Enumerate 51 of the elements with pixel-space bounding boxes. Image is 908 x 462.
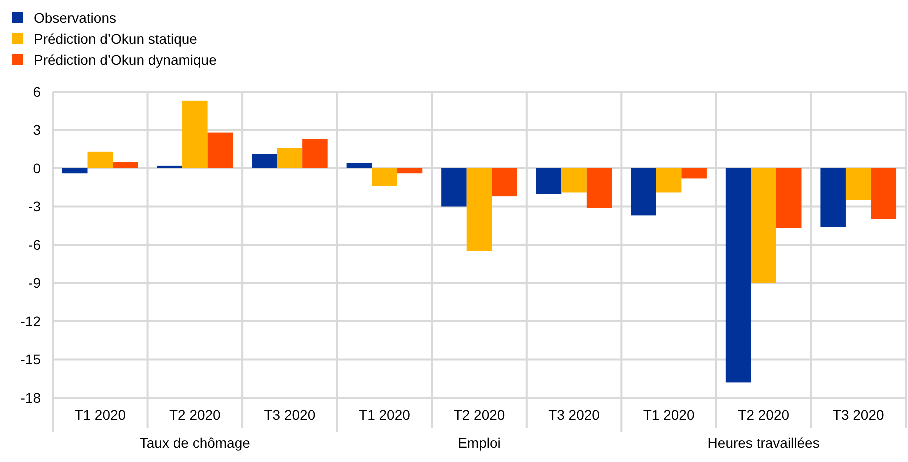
y-tick-label: -9 bbox=[28, 275, 42, 292]
y-tick-label: -15 bbox=[20, 352, 42, 368]
bar bbox=[776, 168, 802, 228]
bar bbox=[113, 162, 138, 168]
x-tick-label: T1 2020 bbox=[74, 407, 126, 423]
bar bbox=[631, 168, 656, 216]
bar bbox=[656, 168, 682, 193]
bar bbox=[466, 168, 492, 252]
y-tick-label: -6 bbox=[28, 236, 42, 253]
x-tick-label: T2 2020 bbox=[738, 407, 790, 423]
x-tick-label: T3 2020 bbox=[264, 407, 316, 423]
bar bbox=[682, 168, 707, 179]
bar bbox=[846, 168, 872, 200]
y-tick-label: -12 bbox=[20, 313, 42, 330]
legend-label: Observations bbox=[34, 10, 116, 26]
legend-label: Prédiction d’Okun statique bbox=[34, 30, 198, 47]
x-tick-label: T3 2020 bbox=[832, 407, 885, 423]
bar bbox=[208, 132, 234, 168]
y-tick-label: 6 bbox=[33, 84, 42, 100]
bar bbox=[88, 152, 114, 168]
x-tick-label: T3 2020 bbox=[548, 407, 600, 423]
bar bbox=[871, 168, 897, 220]
bar bbox=[252, 154, 278, 168]
bar bbox=[751, 168, 776, 284]
bar bbox=[157, 166, 183, 168]
x-tick-label: T1 2020 bbox=[643, 407, 695, 423]
bar bbox=[397, 168, 423, 174]
bar bbox=[726, 168, 752, 383]
bar bbox=[372, 168, 398, 186]
bar bbox=[62, 168, 88, 174]
y-tick-label: 0 bbox=[33, 160, 42, 176]
bar bbox=[586, 168, 612, 208]
bar bbox=[492, 168, 518, 197]
bar bbox=[277, 148, 303, 168]
text: Taux de chômage bbox=[140, 435, 251, 451]
y-tick-label: -18 bbox=[20, 390, 42, 406]
x-tick-label: T1 2020 bbox=[359, 407, 411, 423]
bar bbox=[536, 168, 562, 194]
bar bbox=[302, 139, 328, 168]
bar bbox=[562, 168, 587, 193]
x-tick-label: T2 2020 bbox=[454, 407, 506, 423]
bar bbox=[182, 100, 208, 168]
bar bbox=[820, 168, 846, 228]
y-tick-label: 3 bbox=[33, 122, 42, 138]
text: Heures travaillées bbox=[708, 435, 820, 451]
bar bbox=[346, 163, 372, 168]
legend-label: Prédiction d’Okun dynamique bbox=[34, 52, 218, 68]
x-tick-label: T2 2020 bbox=[169, 407, 222, 423]
y-tick-label: -3 bbox=[28, 198, 42, 215]
bar bbox=[442, 168, 467, 207]
text: Emploi bbox=[458, 435, 501, 451]
